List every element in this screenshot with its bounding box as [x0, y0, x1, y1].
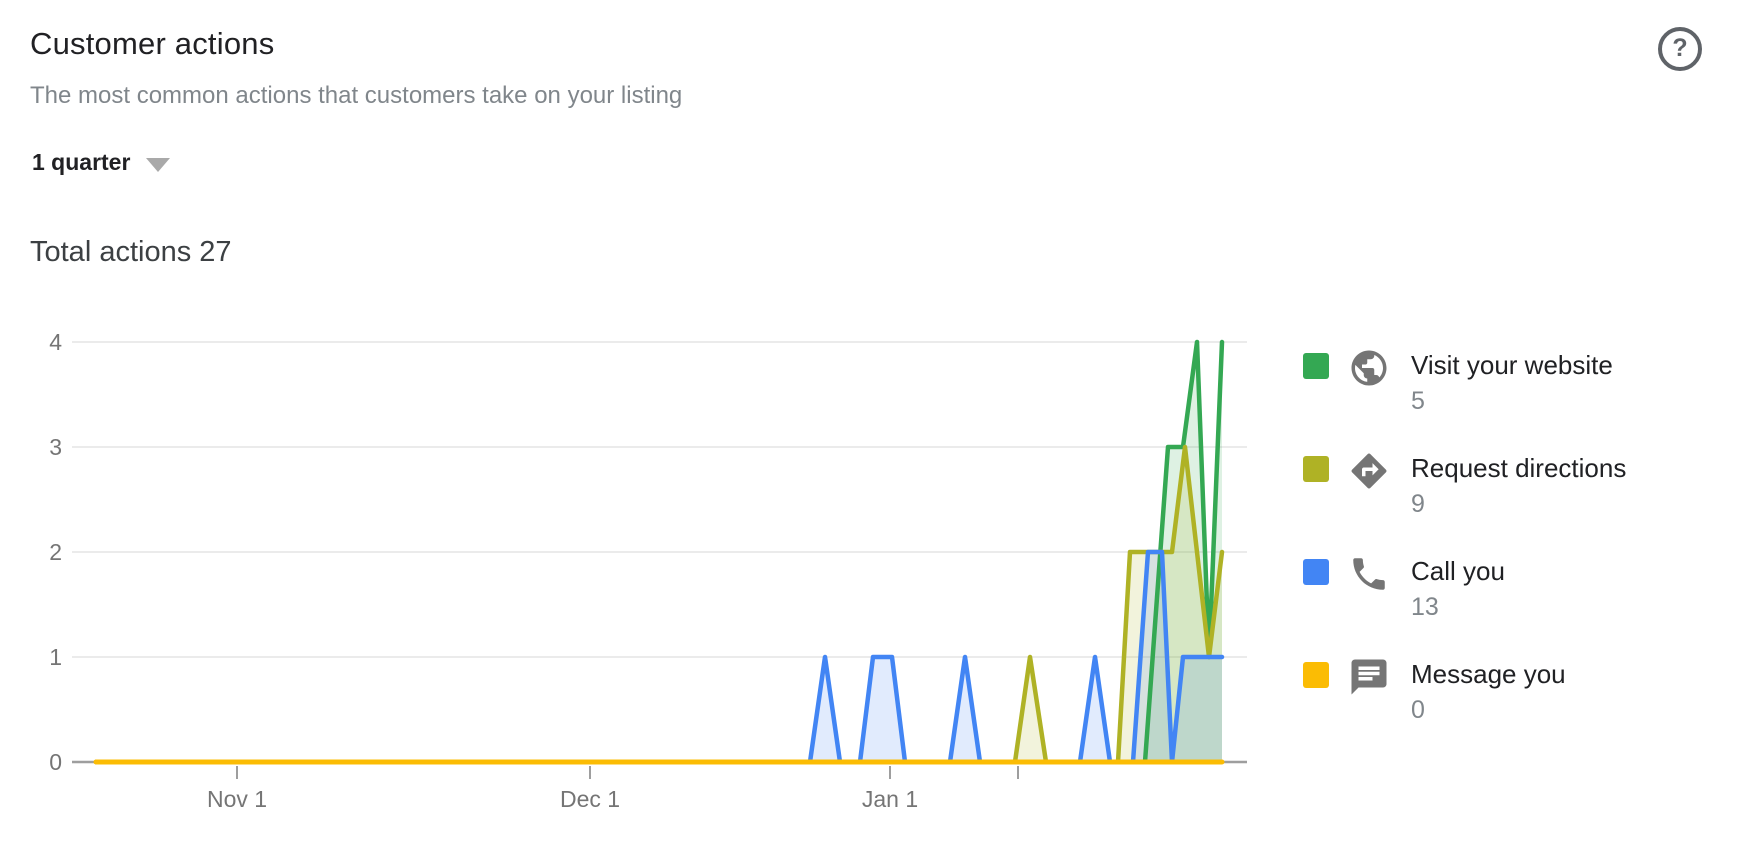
- customer-actions-chart[interactable]: 0 1 2 3 4 Nov 1 Dec 1 Jan 1: [0, 285, 1270, 842]
- legend-swatch-request-directions: [1303, 456, 1329, 482]
- legend-count: 5: [1411, 387, 1425, 415]
- globe-icon: [1348, 347, 1390, 389]
- legend-label: Visit your website: [1411, 350, 1613, 380]
- legend-item-message-you: Message you 0: [1303, 659, 1566, 724]
- page-subtitle: The most common actions that customers t…: [30, 82, 683, 109]
- legend-swatch-call-you: [1303, 559, 1329, 585]
- legend-count: 9: [1411, 490, 1425, 518]
- chevron-down-icon: [146, 157, 171, 172]
- legend-label: Call you: [1411, 556, 1505, 586]
- svg-text:Jan 1: Jan 1: [862, 786, 918, 812]
- period-dropdown-value: 1 quarter: [32, 149, 131, 175]
- help-button[interactable]: ?: [1658, 27, 1702, 71]
- legend-swatch-message-you: [1303, 662, 1329, 688]
- message-icon: [1348, 656, 1390, 698]
- svg-text:2: 2: [49, 539, 62, 565]
- legend-swatch-visit-website: [1303, 353, 1329, 379]
- phone-icon: [1348, 553, 1390, 595]
- svg-text:4: 4: [49, 329, 62, 355]
- svg-text:1: 1: [49, 644, 62, 670]
- legend-label: Message you: [1411, 659, 1566, 689]
- legend-item-call-you: Call you 13: [1303, 556, 1505, 621]
- legend-item-request-directions: Request directions 9: [1303, 453, 1626, 518]
- svg-text:Dec 1: Dec 1: [560, 786, 620, 812]
- page-title: Customer actions: [30, 26, 275, 61]
- legend-count: 0: [1411, 696, 1425, 724]
- legend-count: 13: [1411, 593, 1439, 621]
- total-actions-label: Total actions 27: [30, 236, 232, 268]
- legend-label: Request directions: [1411, 453, 1627, 483]
- question-mark-icon: ?: [1672, 33, 1688, 62]
- svg-text:0: 0: [49, 749, 62, 775]
- legend-item-visit-website: Visit your website 5: [1303, 350, 1613, 415]
- svg-text:3: 3: [49, 434, 62, 460]
- period-dropdown[interactable]: 1 quarter: [32, 149, 171, 176]
- svg-text:Nov 1: Nov 1: [207, 786, 267, 812]
- directions-icon: [1348, 450, 1390, 492]
